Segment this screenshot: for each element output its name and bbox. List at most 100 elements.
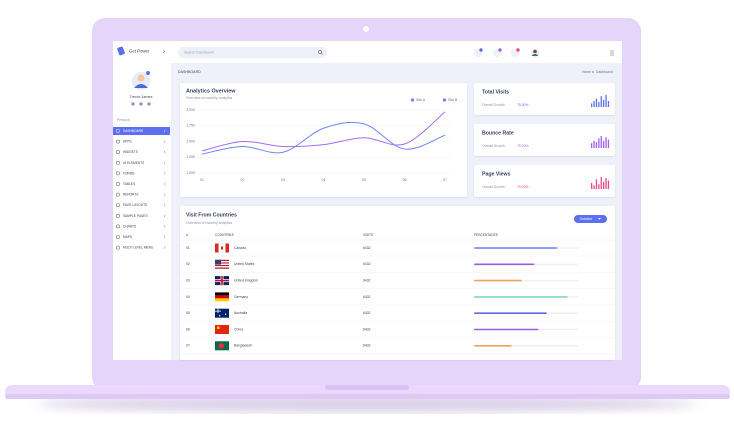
flag [215, 276, 229, 286]
progress-fill [474, 279, 522, 282]
stat-title: Page Views [482, 171, 511, 177]
flag-part [225, 243, 229, 253]
user-name: Trevor James [129, 95, 152, 99]
flag-part [217, 326, 220, 329]
flag [215, 243, 229, 253]
shadow [37, 396, 697, 412]
countries-card [180, 206, 615, 360]
flag-part [215, 267, 229, 269]
x-tick-label: 06 [403, 178, 407, 182]
mini-bar [600, 96, 602, 107]
mini-bar [603, 181, 605, 189]
row-country: United States [234, 262, 255, 266]
search-box[interactable] [178, 47, 327, 58]
legend-label[interactable]: Site B [448, 98, 458, 102]
menu-item[interactable]: APPS [123, 140, 132, 144]
flag-part [215, 262, 229, 264]
badge [516, 48, 520, 52]
menu-item[interactable]: TABLES [123, 182, 135, 186]
sidebar [113, 41, 171, 360]
data-line [201, 111, 446, 152]
menu-item[interactable]: FORMS [123, 171, 135, 175]
stat-card [474, 124, 615, 156]
mini-bar [593, 101, 595, 107]
row-visits: 6432 [363, 295, 371, 299]
stat-change: 75.00% [517, 103, 529, 107]
chart-title: Analytics Overview [186, 88, 236, 94]
row-rank: 06 [186, 327, 190, 331]
brand-logo [117, 46, 125, 56]
status-dot [146, 71, 150, 75]
menu-item[interactable]: DASHBOARD [123, 129, 144, 133]
menu-chevron [163, 172, 166, 175]
mini-bar [598, 102, 600, 107]
row-rank: 02 [186, 262, 190, 266]
menu-chevron [163, 161, 166, 165]
flag-part [215, 259, 229, 262]
progress-fill [474, 263, 535, 266]
flag-part [221, 246, 223, 250]
month-button[interactable] [574, 215, 607, 223]
menu-icon [116, 182, 120, 186]
menu-item[interactable]: UI ELEMENTS [123, 161, 144, 165]
menu-item[interactable]: REPORTS [123, 193, 138, 197]
avatar-face [137, 74, 145, 82]
stat-label: Overall Growth [482, 103, 505, 107]
menu-icon [116, 192, 120, 197]
flag [215, 341, 229, 351]
legend-label[interactable]: Site A [416, 98, 426, 102]
menu-icon [116, 235, 120, 239]
mini-bar [598, 138, 600, 148]
column-header: VISITS [363, 233, 373, 237]
mini-bar [593, 185, 595, 189]
flag [215, 292, 229, 302]
row-rank: 05 [186, 311, 190, 315]
flag-part [215, 259, 221, 265]
collapse-icon[interactable] [162, 49, 166, 54]
menu-toggle[interactable] [610, 50, 614, 56]
menu-item[interactable]: WIDGETS [123, 150, 138, 154]
menu-icon [116, 129, 120, 133]
user-icon[interactable] [139, 102, 143, 106]
menu-item[interactable]: MAPS [123, 235, 132, 239]
stat-label: Overall Growth [482, 144, 505, 148]
mini-bar [603, 99, 605, 107]
search-icon[interactable] [318, 50, 322, 54]
menu-chevron [163, 246, 166, 249]
menu-chevron [163, 150, 166, 154]
menu-chevron [163, 225, 166, 228]
breadcrumb-link[interactable]: Home [582, 70, 591, 74]
menu-icon [116, 214, 120, 218]
user-icon[interactable] [131, 102, 135, 106]
row-rank: 07 [186, 344, 190, 348]
base-notch [325, 385, 409, 390]
menu-icon [116, 139, 120, 144]
mini-bar [598, 184, 600, 189]
menu-icon [116, 171, 120, 176]
mini-bar [605, 178, 607, 189]
month-button-label: October [580, 217, 594, 221]
stat-change: 75.00% [517, 185, 529, 189]
mini-bar [595, 98, 598, 107]
x-tick-label: 05 [362, 178, 366, 182]
legend-swatch [411, 98, 414, 102]
y-tick-label: 2,000 [186, 108, 195, 112]
flag-part [215, 261, 229, 263]
menu-item[interactable]: SAMPLE PAGES [123, 214, 148, 218]
chart-subtitle: Overview of monthly analytics [186, 96, 233, 100]
progress-fill [474, 328, 539, 331]
page-heading: DASHBOARD [178, 70, 201, 74]
flag-part [215, 298, 229, 302]
flag-part [215, 292, 229, 296]
breadcrumb-separator [592, 70, 595, 74]
menu-item-active[interactable] [113, 127, 170, 135]
menu-item[interactable]: CHARTS [123, 224, 136, 228]
menu-item[interactable]: PAGE LAYOUTS [123, 203, 147, 207]
menu-item[interactable]: MULTI LEVEL MENU [123, 246, 154, 250]
mini-bar [600, 136, 602, 148]
user-icon[interactable] [147, 102, 151, 106]
x-tick-label: 07 [443, 178, 447, 182]
countries-subtitle: Overview of monthly analytics [186, 221, 233, 225]
row-rank: 04 [186, 295, 190, 299]
base-lip [5, 394, 730, 399]
